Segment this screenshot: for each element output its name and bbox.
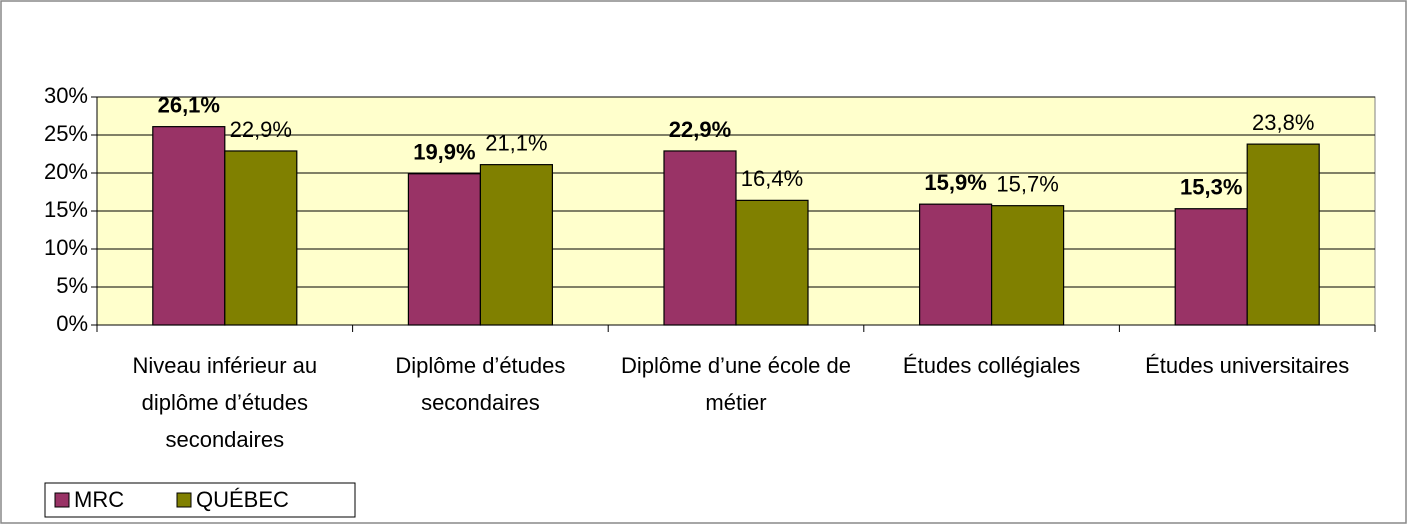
- legend-label: QUÉBEC: [196, 487, 289, 512]
- y-tick-label: 15%: [44, 197, 88, 222]
- bar: [1174, 208, 1248, 326]
- legend-swatch: [54, 492, 70, 508]
- data-label: 19,9%: [413, 140, 475, 165]
- data-label: 15,7%: [996, 171, 1058, 196]
- bar: [1246, 143, 1320, 326]
- x-tick-label-box: Études universitaires: [1145, 353, 1350, 378]
- data-label: 26,1%: [158, 92, 220, 117]
- legend-box: [44, 482, 356, 518]
- data-label: 16,4%: [741, 166, 803, 191]
- data-label: 15,9%: [924, 170, 986, 195]
- bar: [918, 203, 993, 326]
- x-tick-label-box: Niveau inférieur au diplôme d’études sec…: [132, 353, 318, 452]
- legend-label: MRC: [74, 487, 124, 512]
- x-tick-label: Études universitaires: [1145, 353, 1350, 378]
- data-label: 22,9%: [230, 117, 292, 142]
- bar: [152, 126, 226, 326]
- bar: [990, 205, 1065, 326]
- y-tick-label: 5%: [56, 273, 88, 298]
- y-tick-label: 0%: [56, 311, 88, 336]
- x-tick-label: Diplôme d’études secondaires: [395, 353, 566, 415]
- data-label: 23,8%: [1252, 110, 1314, 135]
- data-label: 22,9%: [669, 117, 731, 142]
- bar: [663, 150, 737, 326]
- data-label: 21,1%: [485, 130, 547, 155]
- x-tick-label-box: Études collégiales: [902, 353, 1081, 378]
- y-tick-label: 30%: [44, 83, 88, 108]
- bar: [735, 199, 809, 326]
- x-tick-label-box: Diplôme d’études secondaires: [395, 353, 566, 415]
- data-label: 15,3%: [1180, 175, 1242, 200]
- x-tick-label: Études collégiales: [902, 353, 1081, 378]
- x-tick-label: Diplôme d’une école de métier: [621, 353, 851, 415]
- legend-swatch: [176, 492, 192, 508]
- x-tick-label-box: Diplôme d’une école de métier: [621, 353, 851, 415]
- y-tick-label: 10%: [44, 235, 88, 260]
- bar: [479, 164, 553, 326]
- bar: [224, 150, 298, 326]
- x-tick-label: Niveau inférieur au diplôme d’études sec…: [132, 353, 318, 452]
- bar: [407, 173, 481, 326]
- y-tick-label: 20%: [44, 159, 88, 184]
- y-tick-label: 25%: [44, 121, 88, 146]
